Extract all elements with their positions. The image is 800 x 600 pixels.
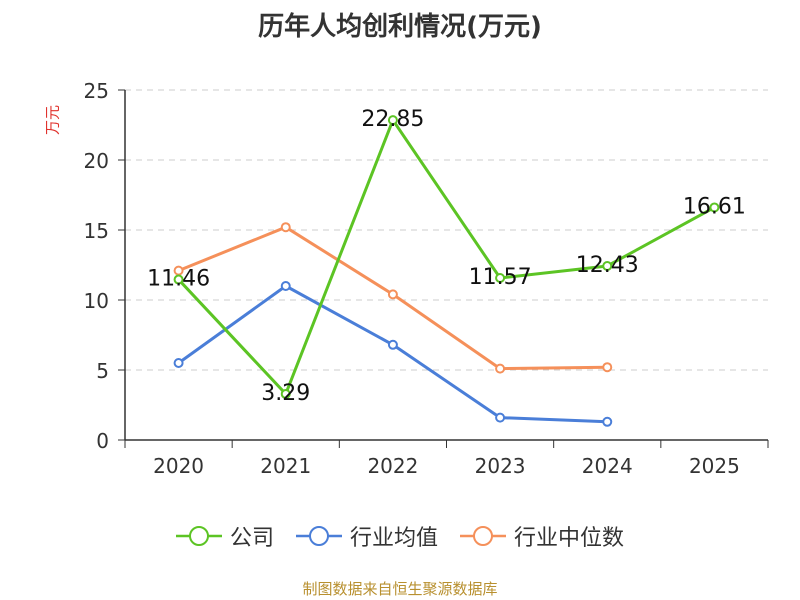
data-labels: 11.46 3.29 22.85 11.57 12.43 16.61	[147, 107, 746, 406]
chart-title: 历年人均创利情况(万元)	[258, 12, 542, 42]
legend-label-industry-median: 行业中位数	[514, 526, 625, 551]
x-tick-label-2023: 2023	[475, 454, 526, 478]
y-tick-label-25: 25	[84, 79, 109, 103]
point-2-2023	[495, 363, 506, 374]
legend-label-industry-average: 行业均值	[349, 526, 438, 551]
data-label-0-2022: 22.85	[361, 107, 424, 132]
legend-item-company[interactable]: 公司	[175, 520, 274, 552]
point-1-2020	[173, 358, 184, 368]
y-tick-label-10: 10	[84, 289, 109, 313]
series-line-1	[177, 284, 608, 424]
point-2-2022	[387, 289, 398, 300]
point-0-2024	[602, 260, 613, 271]
point-1-2021	[280, 281, 291, 291]
point-1-2023	[495, 412, 506, 423]
source-footer: 制图数据来自恒生聚源数据库	[302, 580, 498, 598]
point-0-2025	[709, 202, 720, 213]
legend-item-industry-median[interactable]: 行业中位数	[460, 520, 624, 552]
legend-item-industry-average[interactable]: 行业均值	[295, 520, 438, 552]
series-line-0	[177, 118, 716, 396]
x-tick-label-2024: 2024	[582, 454, 633, 478]
data-label-0-2020: 11.46	[147, 267, 210, 292]
y-tick-label-20: 20	[84, 149, 109, 173]
point-2-2024	[602, 362, 613, 373]
point-0-2020	[173, 274, 184, 285]
legend-label-company: 公司	[229, 526, 274, 551]
series-lines	[173, 115, 720, 427]
point-1-2024	[602, 416, 613, 427]
y-tick-label-5: 5	[96, 359, 109, 383]
data-label-0-2021: 3.29	[261, 381, 310, 406]
legend-marker-industry-average	[295, 526, 342, 546]
x-tick-label-2022: 2022	[367, 454, 418, 478]
point-0-2022	[387, 115, 398, 126]
y-tick-label-15: 15	[84, 219, 109, 243]
legend-marker-company	[175, 526, 222, 546]
data-label-0-2023: 11.57	[469, 265, 532, 290]
x-tick-label-2025: 2025	[689, 454, 740, 478]
x-tick-label-2020: 2020	[153, 454, 204, 478]
point-2-2021	[280, 222, 291, 233]
y-tick-label-0: 0	[96, 429, 109, 453]
legend: 公司 行业均值 行业中位数	[0, 520, 800, 552]
point-0-2021	[280, 388, 291, 399]
x-tick-label-2021: 2021	[260, 454, 311, 478]
grid-lines	[125, 89, 768, 371]
legend-marker-industry-median	[460, 526, 506, 546]
point-0-2023	[495, 273, 506, 284]
data-label-0-2024: 12.43	[576, 253, 639, 278]
point-1-2022	[387, 339, 398, 350]
data-label-0-2025: 16.61	[683, 194, 746, 219]
